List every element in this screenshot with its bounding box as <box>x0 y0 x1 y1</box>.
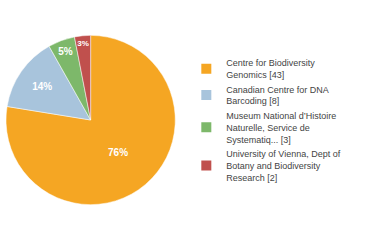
svg-text:Museum National d’HistoireNatu: Museum National d’HistoireNaturelle, Ser… <box>226 111 336 144</box>
svg-text:14%: 14% <box>32 81 52 92</box>
svg-text:Canadian Centre for DNABarcodi: Canadian Centre for DNABarcoding [8] <box>226 85 329 107</box>
svg-text:University of Vienna, Dept ofB: University of Vienna, Dept ofBotany and … <box>226 149 340 182</box>
svg-text:3%: 3% <box>77 39 89 48</box>
svg-text:76%: 76% <box>108 147 128 158</box>
svg-text:Centre for BiodiversityGenomic: Centre for BiodiversityGenomics [43] <box>226 58 315 80</box>
svg-text:5%: 5% <box>58 46 73 57</box>
